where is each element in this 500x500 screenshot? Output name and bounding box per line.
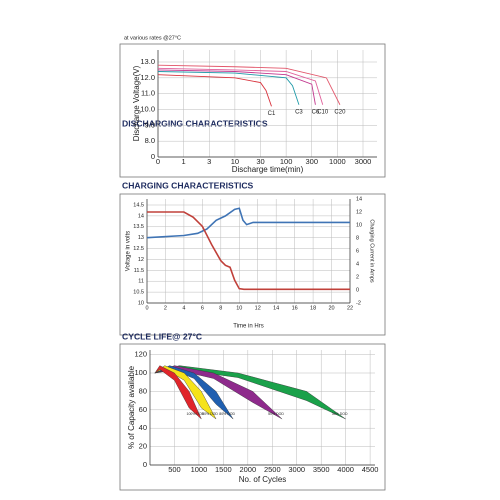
curve-label: C20 (334, 109, 346, 115)
band-label: 30% DOD (332, 412, 348, 416)
x-tick-label: 4000 (337, 465, 354, 474)
x-tick-label: 10 (236, 305, 242, 311)
data-line (157, 67, 324, 105)
x-tick-label: 8 (219, 305, 222, 311)
curve-label: C10 (317, 109, 329, 115)
y-tick-label: 10.0 (140, 104, 155, 113)
chart-title: CYCLE LIFE@ 27°C (122, 331, 202, 341)
data-line (157, 74, 272, 107)
y-tick-label: 12 (138, 257, 144, 263)
y-tick-label: 11.5 (134, 268, 144, 274)
y2-tick-label: 14 (356, 196, 362, 202)
y-axis-label: Voltage in volts (126, 231, 132, 271)
x-tick-label: 10 (231, 157, 239, 166)
curve-label: C1 (268, 111, 276, 117)
data-line (146, 207, 350, 239)
x-tick-label: 3000 (288, 465, 305, 474)
y-tick-label: 12.5 (133, 246, 144, 252)
x-tick-label: 1500 (215, 465, 232, 474)
panel-frame (119, 343, 386, 491)
y-tick-label: 11.0 (141, 89, 155, 98)
y-tick-label: 11 (138, 279, 144, 285)
x-tick-label: 3500 (313, 465, 330, 474)
y-tick-label: 100 (134, 368, 147, 377)
x-tick-label: 3 (207, 157, 211, 166)
chart-subtitle: at various rates @27°C (124, 35, 181, 41)
y-tick-label: 0 (143, 460, 147, 469)
y-tick-label: 8.0 (145, 136, 155, 145)
y-tick-label: 9.0 (145, 120, 155, 129)
x-tick-label: 18 (310, 305, 316, 311)
y-tick-label: 10 (138, 300, 144, 306)
x-tick-label: 16 (292, 305, 298, 311)
data-line (157, 71, 300, 105)
y2-tick-label: 0 (356, 287, 359, 293)
x-tick-label: 1000 (191, 465, 208, 474)
x-tick-label: 2000 (239, 465, 256, 474)
y-tick-label: 120 (134, 350, 147, 359)
chart-title: CHARGING CHARACTERISTICS (122, 180, 254, 190)
y2-axis-label: Charging Current in Amps (369, 219, 375, 283)
y2-tick-label: 4 (356, 261, 359, 267)
y-tick-label: 0 (151, 152, 155, 161)
x-tick-label: 3000 (355, 157, 372, 166)
y2-tick-label: 12 (356, 209, 362, 215)
y-tick-label: 14.5 (133, 202, 144, 208)
x-tick-label: 2500 (264, 465, 281, 474)
y-axis-label: Discharge Voltage(V) (132, 65, 141, 141)
x-tick-label: 4 (182, 305, 185, 311)
y-tick-label: 40 (139, 423, 147, 432)
data-line (157, 69, 316, 105)
y-tick-label: 13.0 (140, 57, 155, 66)
y-tick-label: 14 (138, 213, 144, 219)
y-tick-label: 13.5 (133, 224, 144, 230)
y-tick-label: 12.0 (140, 73, 155, 82)
band-label: 80% DOD (219, 412, 235, 416)
curve-label: C3 (295, 109, 303, 115)
x-tick-label: 14 (273, 305, 279, 311)
x-tick-label: 2 (164, 305, 167, 311)
y2-tick-label: 10 (356, 222, 362, 228)
y-tick-label: 60 (139, 405, 147, 414)
band-label: 50% DOD (268, 412, 284, 416)
x-tick-label: 4500 (362, 465, 379, 474)
x-tick-label: 0 (156, 157, 160, 166)
y2-tick-label: 6 (356, 248, 359, 254)
x-tick-label: 20 (328, 305, 334, 311)
x-axis-label: No. of Cycles (239, 475, 287, 484)
curve-label: C6 (312, 109, 320, 115)
x-tick-label: 30 (256, 157, 264, 166)
x-tick-label: 300 (305, 157, 318, 166)
x-tick-label: 500 (168, 465, 181, 474)
chart-title: DISCHARGING CHARACTERISTICS (122, 118, 268, 128)
y-tick-label: 20 (139, 442, 147, 451)
x-tick-label: 100 (280, 157, 293, 166)
x-tick-label: 12 (255, 305, 261, 311)
x-tick-label: 0 (145, 305, 148, 311)
x-tick-label: 6 (201, 305, 204, 311)
x-axis-label: Time in Hrs (233, 324, 263, 330)
data-line (157, 64, 341, 105)
data-line (147, 211, 350, 291)
x-tick-label: 1 (182, 157, 186, 166)
y2-tick-label: -2 (356, 300, 361, 306)
panel-frame (119, 193, 386, 336)
y2-tick-label: 2 (356, 274, 359, 280)
data-band (154, 365, 202, 420)
band-label: 100% DOD (187, 412, 205, 416)
band-label: 90% DOD (202, 412, 218, 416)
y-tick-label: 10.5 (133, 290, 144, 296)
y-axis-label: % of Capacity available (127, 365, 136, 449)
x-tick-label: 1000 (329, 157, 346, 166)
x-tick-label: 22 (347, 305, 353, 311)
panel-frame (119, 43, 386, 178)
y-tick-label: 80 (139, 386, 147, 395)
y2-tick-label: 8 (356, 235, 359, 241)
y-tick-label: 13 (138, 235, 144, 241)
x-axis-label: Discharge time(min) (232, 165, 304, 174)
